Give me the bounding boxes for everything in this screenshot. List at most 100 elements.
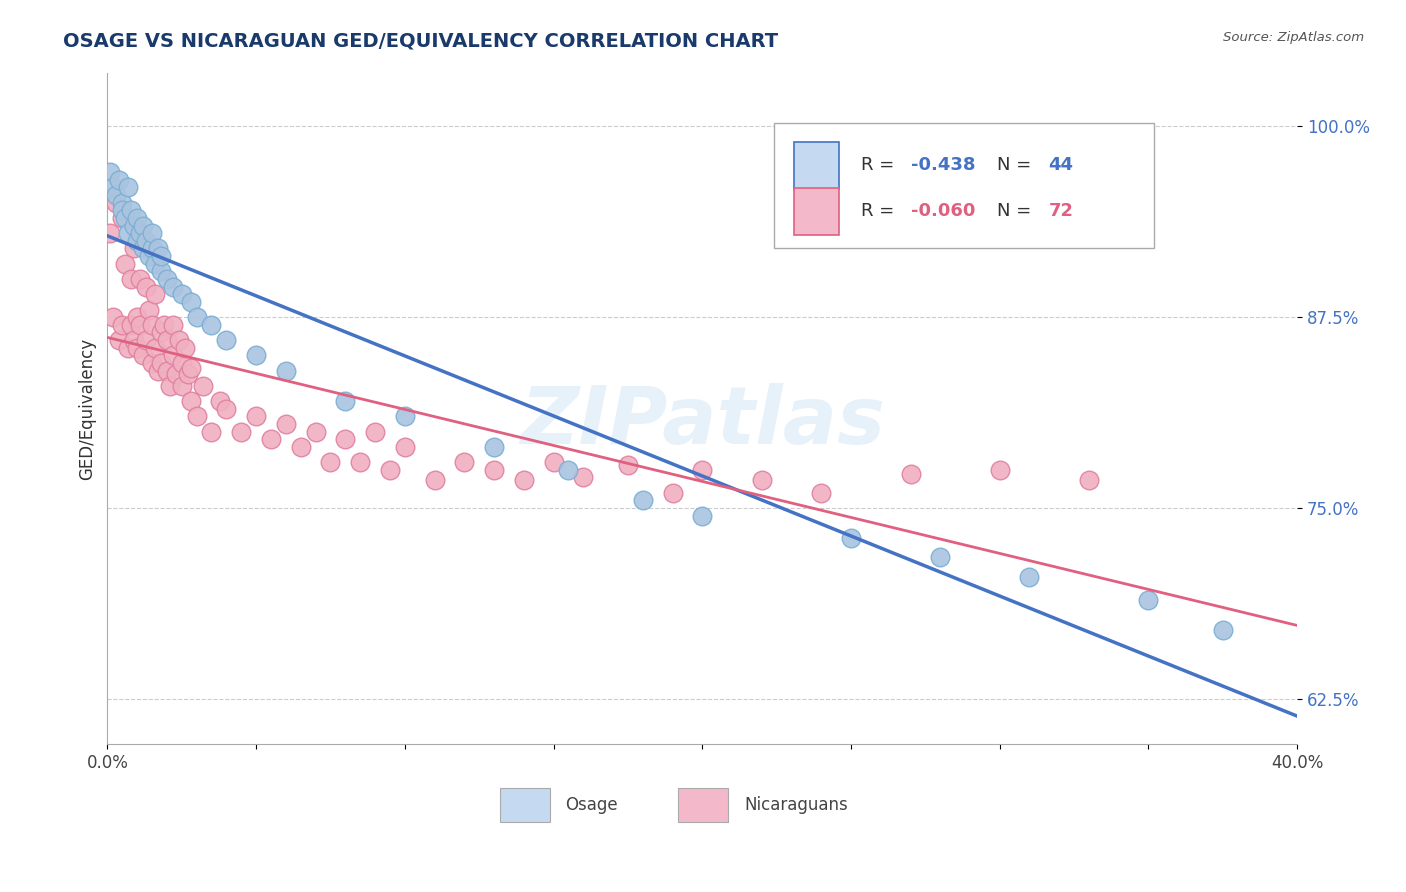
Point	[132, 348, 155, 362]
Point	[215, 333, 238, 347]
Point	[103, 310, 125, 325]
Point	[423, 474, 446, 488]
Point	[132, 219, 155, 233]
Text: R =: R =	[860, 156, 900, 175]
Point	[117, 226, 139, 240]
Point	[170, 379, 193, 393]
Text: 44: 44	[1049, 156, 1074, 175]
Point	[690, 508, 713, 523]
Point	[165, 367, 187, 381]
Point	[319, 455, 342, 469]
Point	[108, 333, 131, 347]
Point	[209, 394, 232, 409]
Point	[156, 272, 179, 286]
Point	[108, 173, 131, 187]
Point	[117, 180, 139, 194]
Point	[274, 417, 297, 431]
Point	[162, 348, 184, 362]
Point	[557, 463, 579, 477]
Point	[127, 234, 149, 248]
Point	[260, 432, 283, 446]
FancyBboxPatch shape	[794, 142, 839, 189]
Point	[138, 249, 160, 263]
Point	[98, 165, 121, 179]
Point	[127, 341, 149, 355]
Point	[135, 279, 157, 293]
Point	[245, 409, 267, 424]
Point	[153, 318, 176, 332]
Point	[111, 195, 134, 210]
Point	[149, 264, 172, 278]
Point	[751, 474, 773, 488]
Point	[191, 379, 214, 393]
Point	[138, 302, 160, 317]
Point	[839, 532, 862, 546]
Point	[129, 318, 152, 332]
Point	[173, 341, 195, 355]
Point	[111, 211, 134, 225]
Point	[127, 310, 149, 325]
Point	[98, 226, 121, 240]
Point	[186, 310, 208, 325]
Point	[143, 341, 166, 355]
FancyBboxPatch shape	[501, 789, 550, 822]
Point	[245, 348, 267, 362]
Point	[111, 203, 134, 218]
Text: R =: R =	[860, 202, 900, 220]
Point	[149, 249, 172, 263]
Point	[200, 425, 222, 439]
Point	[304, 425, 326, 439]
Point	[132, 242, 155, 256]
Point	[135, 333, 157, 347]
Text: Source: ZipAtlas.com: Source: ZipAtlas.com	[1223, 31, 1364, 45]
Text: 72: 72	[1049, 202, 1074, 220]
FancyBboxPatch shape	[794, 188, 839, 235]
Text: N =: N =	[997, 156, 1038, 175]
Text: -0.060: -0.060	[911, 202, 974, 220]
Point	[129, 272, 152, 286]
Point	[146, 363, 169, 377]
Point	[129, 226, 152, 240]
Point	[186, 409, 208, 424]
Text: OSAGE VS NICARAGUAN GED/EQUIVALENCY CORRELATION CHART: OSAGE VS NICARAGUAN GED/EQUIVALENCY CORR…	[63, 31, 779, 50]
Point	[156, 333, 179, 347]
Point	[617, 458, 640, 473]
Point	[162, 318, 184, 332]
Point	[690, 463, 713, 477]
Point	[180, 360, 202, 375]
Point	[105, 188, 128, 202]
Point	[929, 549, 952, 564]
Point	[394, 440, 416, 454]
Text: N =: N =	[997, 202, 1038, 220]
Point	[900, 467, 922, 482]
Point	[135, 234, 157, 248]
Point	[572, 470, 595, 484]
Point	[146, 242, 169, 256]
Point	[1018, 569, 1040, 583]
Point	[167, 333, 190, 347]
Point	[988, 463, 1011, 477]
Text: -0.438: -0.438	[911, 156, 974, 175]
Text: Osage: Osage	[565, 796, 619, 814]
Point	[114, 211, 136, 225]
Point	[364, 425, 387, 439]
Point	[114, 257, 136, 271]
Point	[482, 440, 505, 454]
Point	[105, 195, 128, 210]
Text: Nicaraguans: Nicaraguans	[744, 796, 848, 814]
Point	[120, 272, 142, 286]
Point	[180, 394, 202, 409]
Point	[215, 401, 238, 416]
FancyBboxPatch shape	[773, 123, 1154, 248]
Point	[394, 409, 416, 424]
Point	[231, 425, 253, 439]
Point	[513, 474, 536, 488]
Point	[631, 493, 654, 508]
Point	[482, 463, 505, 477]
Point	[335, 394, 357, 409]
Text: ZIPatlas: ZIPatlas	[520, 384, 884, 461]
Point	[335, 432, 357, 446]
Point	[103, 180, 125, 194]
Point	[543, 455, 565, 469]
Point	[141, 226, 163, 240]
